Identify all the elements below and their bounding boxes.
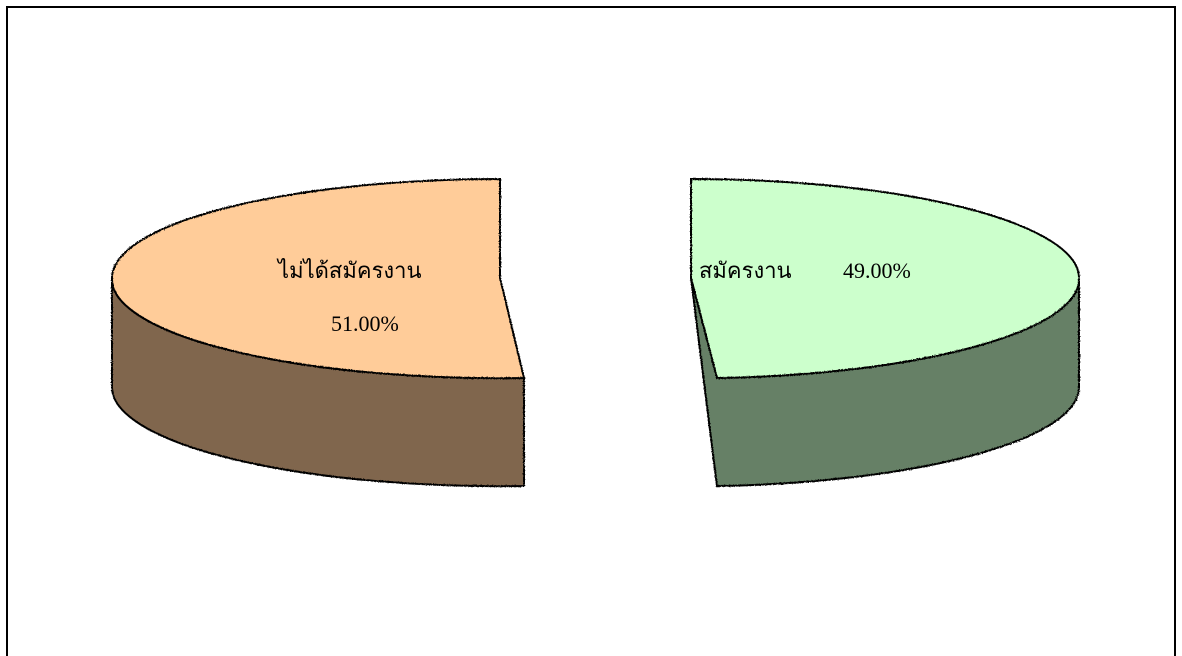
label-applied-value: 49.00% [843, 258, 911, 283]
pie-slice-applied-top [690, 177, 1081, 380]
pie-chart: ไม่ได้สมัครงาน 51.00% สมัครงาน 49.00% [110, 177, 1081, 488]
label-applied-name: สมัครงาน [699, 258, 792, 283]
chart-frame: ไม่ได้สมัครงาน 51.00% สมัครงาน 49.00% [6, 6, 1176, 656]
label-not-applied-value: 51.00% [331, 311, 399, 336]
label-not-applied-name: ไม่ได้สมัครงาน [276, 258, 422, 283]
pie-slice-not-applied-top [110, 177, 526, 380]
pie-slice-not-applied [110, 177, 526, 488]
pie-slice-applied [690, 177, 1081, 488]
